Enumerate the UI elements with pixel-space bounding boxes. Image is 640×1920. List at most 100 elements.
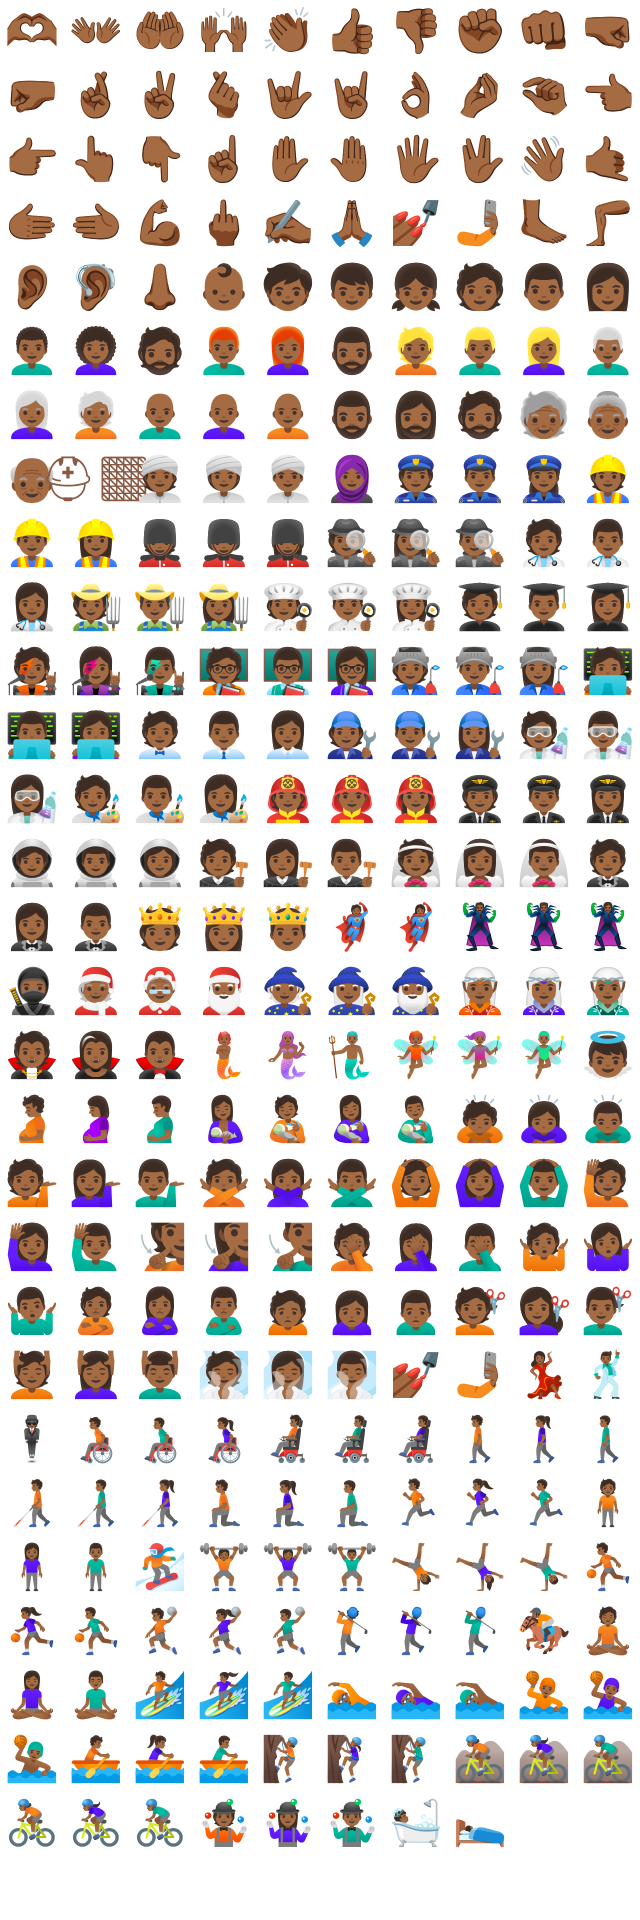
person-bathing-icon: 🛀🏾: [389, 1802, 444, 1846]
emoji-cell: 👩🏾‍🏭: [512, 640, 576, 704]
woman-walking-icon: 🚶🏾‍♀️: [517, 1418, 572, 1462]
thumbs-down-icon: 👎🏾: [389, 10, 444, 54]
emoji-cell: 🧑🏾‍🔧: [320, 704, 384, 768]
woman-turban-icon: 👳🏾‍♀️: [197, 458, 252, 502]
man-swimming-icon: 🏊🏾‍♂️: [453, 1674, 508, 1718]
man-juggling-icon: 🤹🏾‍♂️: [325, 1802, 380, 1846]
person-tuxedo-icon: 🤵🏾: [581, 842, 636, 886]
emoji-cell: 👋🏾: [512, 128, 576, 192]
woman-artist-icon: 👩🏾‍🎨: [197, 778, 252, 822]
woman-bouncing-ball-icon: ⛹🏾‍♀️: [5, 1610, 60, 1654]
ear-hearing-aid-icon: 🦻🏾: [69, 266, 124, 310]
hand-splayed-icon: 🖐🏾: [389, 138, 444, 182]
emoji-cell: 🤚🏾: [320, 128, 384, 192]
snowboarder-icon: 🏂🏾: [133, 1546, 188, 1590]
person-cartwheel-icon: 🤸🏾: [389, 1546, 444, 1590]
man-running-icon: 🏃🏾‍♂️: [517, 1482, 572, 1526]
emoji-cell: 👊🏾: [512, 0, 576, 64]
woman-firefighter-icon: 👩🏾‍🚒: [389, 778, 444, 822]
person-veil-icon: 👰🏾: [389, 842, 444, 886]
man-gesturing-no-icon: 🙅🏾‍♂️: [325, 1162, 380, 1206]
emoji-cell: 🤹🏾‍♂️: [320, 1792, 384, 1856]
emoji-cell: 🤞🏾: [64, 64, 128, 128]
child-icon: 🧒🏾: [261, 266, 316, 310]
emoji-cell: 🧔🏾‍♂️: [320, 384, 384, 448]
person-rowing-icon: 🚣🏾: [69, 1738, 124, 1782]
woman-tipping-hand-icon: 💁🏾‍♀️: [69, 1162, 124, 1206]
emoji-cell: 🏋🏾‍♂️: [320, 1536, 384, 1600]
nail-polish-icon: 💅🏾: [389, 202, 444, 246]
man-standing-icon: 🧍🏾‍♂️: [69, 1546, 124, 1590]
emoji-cell: 🚶🏾‍♀️: [512, 1408, 576, 1472]
emoji-cell: 🛀🏾: [384, 1792, 448, 1856]
emoji-cell: 🧑🏾‍🦳: [64, 384, 128, 448]
emoji-cell: 💂🏾: [128, 512, 192, 576]
man-mechanic-icon: 👨🏾‍🔧: [389, 714, 444, 758]
person-bald-icon: 🧑🏾‍🦲: [261, 394, 316, 438]
man-pilot-icon: 👨🏾‍✈️: [517, 778, 572, 822]
person-tipping-hand-icon: 💁🏾: [5, 1162, 60, 1206]
emoji-cell: 🏊🏾‍♂️: [448, 1664, 512, 1728]
emoji-cell: 🚣🏾: [64, 1728, 128, 1792]
emoji-cell: 🧗🏾: [256, 1728, 320, 1792]
person-water-polo-icon: 🤽🏾: [517, 1674, 572, 1718]
emoji-cell: 🤴🏾: [256, 896, 320, 960]
emoji-cell: 🚴🏾‍♂️: [128, 1792, 192, 1856]
folded-hands-icon: 🙏🏾: [325, 202, 380, 246]
woman-astronaut-icon: 👩🏾‍🚀: [133, 842, 188, 886]
emoji-cell: 🤦🏾: [320, 1216, 384, 1280]
woman-headscarf-icon: 🧕🏾: [325, 458, 380, 502]
woman-running-icon: 🏃🏾‍♀️: [453, 1482, 508, 1526]
woman-haircut-icon: 💇🏾‍♀️: [517, 1290, 572, 1334]
deaf-woman-icon: 🧏🏾‍♀️: [197, 1226, 252, 1270]
deaf-person-icon: 🧏🏾: [133, 1226, 188, 1270]
man-massage-icon: 💆🏾‍♂️: [133, 1354, 188, 1398]
man-supervillain-icon: 🦹🏾‍♂️: [517, 906, 572, 950]
pilot-icon: 🧑🏾‍✈️: [453, 778, 508, 822]
emoji-cell: 👩🏾‍🎓: [576, 576, 640, 640]
emoji-cell: 🕵🏾‍♂️: [448, 512, 512, 576]
emoji-cell: 💅🏾: [384, 192, 448, 256]
person-standing-icon: 🧍🏾: [581, 1482, 636, 1526]
person-feeding-baby-icon: 🧑🏾‍🍼: [261, 1098, 316, 1142]
man-veil-icon: 👰🏾‍♂️: [517, 842, 572, 886]
emoji-cell: 🤏🏾: [512, 64, 576, 128]
person-white-cane-icon: 🧑🏾‍🦯: [5, 1482, 60, 1526]
emoji-cell: 👨🏾: [512, 256, 576, 320]
ear-icon: 👂🏾: [5, 266, 60, 310]
woman-detective-icon: 🕵🏾‍♀️: [389, 522, 444, 566]
emoji-cell: 🧍🏾‍♀️: [0, 1536, 64, 1600]
emoji-cell: 🧑🏾‍🚒: [256, 768, 320, 832]
man-white-hair-icon: 👨🏾‍🦳: [581, 330, 636, 374]
flexed-biceps-icon: 💪🏾: [133, 202, 188, 246]
emoji-cell: 🧍🏾: [576, 1472, 640, 1536]
man-steamy-room-icon: 🧖🏾‍♂️: [325, 1354, 380, 1398]
emoji-cell: 🧖🏾‍♂️: [320, 1344, 384, 1408]
woman-lifting-weights-icon: 🏋🏾‍♀️: [261, 1546, 316, 1590]
woman-singer-icon: 👩🏾‍🎤: [69, 650, 124, 694]
man-feeding-baby-icon: 👨🏾‍🍼: [389, 1098, 444, 1142]
emoji-cell: 👨🏾‍💻: [0, 704, 64, 768]
emoji-cell: 🙎🏾‍♂️: [192, 1280, 256, 1344]
emoji-cell: 🙇🏾: [448, 1088, 512, 1152]
person-walking-icon: 🚶🏾: [453, 1418, 508, 1462]
emoji-cell: 👮🏾: [384, 448, 448, 512]
emoji-cell: 🤜🏾: [576, 0, 640, 64]
mechanic-icon: 🧑🏾‍🔧: [325, 714, 380, 758]
emoji-cell: 💂🏾‍♂️: [192, 512, 256, 576]
emoji-cell: 🧑🏾‍💻: [576, 640, 640, 704]
emoji-cell: 👨🏾‍🎤: [128, 640, 192, 704]
emoji-cell: 🤵🏾: [576, 832, 640, 896]
health-worker-icon: 🧑🏾‍⚕️: [517, 522, 572, 566]
emoji-cell: 🧚🏾‍♂️: [512, 1024, 576, 1088]
left-fist-icon: 🤛🏾: [5, 74, 60, 118]
emoji-cell: 🧎🏾: [192, 1472, 256, 1536]
person-beard-icon: 🧔🏾: [133, 330, 188, 374]
emoji-cell: 🧑🏾‍🍳: [256, 576, 320, 640]
person-handball-icon: 🤾🏾: [133, 1610, 188, 1654]
person-bouncing-ball-icon: ⛹🏾: [581, 1546, 636, 1590]
emoji-cell: 🤳🏾: [448, 192, 512, 256]
artist-icon: 🧑🏾‍🎨: [69, 778, 124, 822]
emoji-cell: 🤾🏾: [128, 1600, 192, 1664]
person-golfing-icon: 🏌🏾: [325, 1610, 380, 1654]
